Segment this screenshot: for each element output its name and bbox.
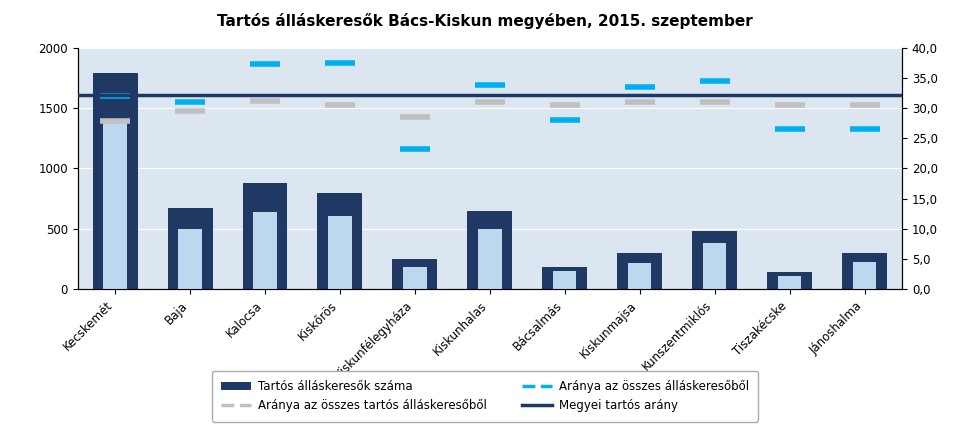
Bar: [552, 271, 576, 289]
Bar: [542, 267, 586, 289]
Bar: [616, 253, 662, 289]
Bar: [467, 211, 512, 289]
Bar: [403, 267, 426, 289]
Bar: [777, 276, 800, 289]
Bar: [478, 229, 501, 289]
Bar: [627, 263, 651, 289]
Bar: [841, 253, 887, 289]
Bar: [253, 212, 276, 289]
Bar: [242, 183, 287, 289]
Bar: [168, 208, 212, 289]
Text: Tartós álláskeresők Bács-Kiskun megyében, 2015. szeptember: Tartós álláskeresők Bács-Kiskun megyében…: [217, 13, 752, 29]
Bar: [766, 272, 811, 289]
Bar: [104, 121, 127, 289]
Bar: [852, 262, 875, 289]
Bar: [703, 244, 726, 289]
Bar: [392, 259, 437, 289]
Bar: [178, 229, 202, 289]
Bar: [317, 193, 362, 289]
Legend: Tartós álláskeresők száma, Aránya az összes tartós álláskeresőből, Aránya az öss: Tartós álláskeresők száma, Aránya az öss…: [211, 371, 758, 422]
Bar: [92, 73, 138, 289]
Bar: [328, 216, 352, 289]
Bar: [692, 232, 736, 289]
